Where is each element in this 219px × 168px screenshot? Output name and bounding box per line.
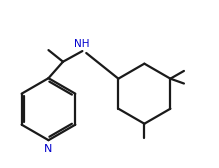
Text: NH: NH: [74, 39, 89, 49]
Text: N: N: [44, 144, 53, 154]
